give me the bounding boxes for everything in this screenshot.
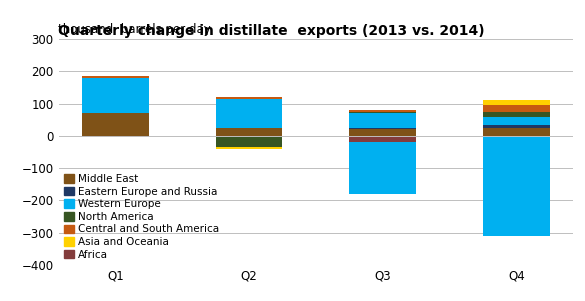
Bar — [483, 105, 550, 112]
Bar — [483, 112, 550, 116]
Bar — [349, 113, 416, 128]
Text: thousand  barrels per day: thousand barrels per day — [58, 23, 211, 36]
Bar — [216, 99, 283, 128]
Bar — [216, 136, 283, 138]
Legend: Middle East, Eastern Europe and Russia, Western Europe, North America, Central a: Middle East, Eastern Europe and Russia, … — [64, 174, 219, 260]
Bar — [349, 128, 416, 129]
Bar — [483, 116, 550, 125]
Bar — [349, 129, 416, 136]
Bar — [349, 136, 416, 142]
Bar — [349, 112, 416, 113]
Bar — [483, 128, 550, 136]
Bar — [483, 125, 550, 128]
Text: Quarterly change in distillate  exports (2013 vs. 2014): Quarterly change in distillate exports (… — [58, 24, 485, 38]
Bar — [216, 147, 283, 149]
Bar — [82, 136, 149, 138]
Bar — [216, 138, 283, 147]
Bar — [82, 76, 149, 78]
Bar — [216, 128, 283, 136]
Bar — [483, 136, 550, 236]
Bar — [349, 142, 416, 194]
Bar — [82, 78, 149, 113]
Bar — [349, 110, 416, 112]
Bar — [82, 113, 149, 136]
Bar — [483, 101, 550, 105]
Bar — [216, 97, 283, 99]
